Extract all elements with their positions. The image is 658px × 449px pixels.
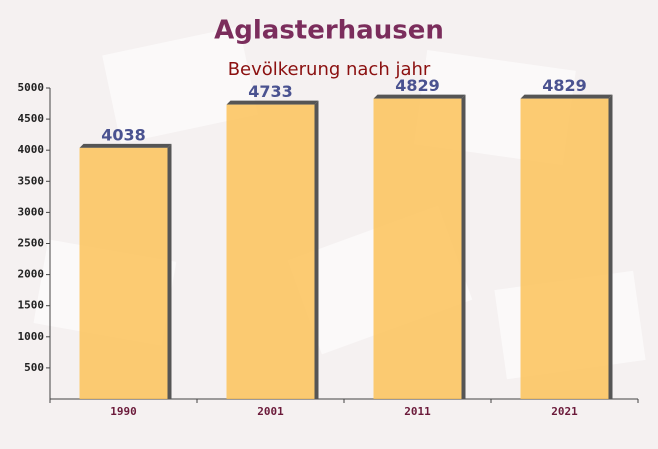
bar-shadow: [167, 143, 172, 399]
y-tick-label: 3500: [18, 174, 45, 187]
y-tick-label: 1500: [18, 299, 45, 312]
y-tick-label: 3000: [18, 205, 45, 218]
value-label: 4038: [101, 125, 146, 144]
x-tick-label: 2011: [404, 405, 431, 418]
bar: [226, 104, 315, 400]
bar-shadow: [608, 94, 613, 399]
x-tick-label: 2001: [257, 405, 284, 418]
value-label: 4733: [248, 82, 293, 101]
bar-shadow: [79, 143, 172, 148]
bar-shadow: [461, 94, 466, 399]
y-tick-label: 5000: [18, 81, 45, 94]
bar-shadow: [373, 94, 466, 99]
chart-subtitle: Bevölkerung nach jahr: [228, 59, 431, 80]
bar-shadow: [520, 94, 613, 99]
y-tick-label: 4500: [18, 112, 45, 125]
chart-title: Aglasterhausen: [214, 16, 444, 46]
x-tick-label: 2021: [551, 405, 578, 418]
x-tick-label: 1990: [110, 405, 137, 418]
y-tick-label: 4000: [18, 143, 45, 156]
y-tick-label: 2500: [18, 237, 45, 250]
bar: [79, 147, 168, 399]
y-tick-label: 2000: [18, 268, 45, 281]
bar-shadow: [314, 100, 319, 400]
y-tick-label: 500: [24, 361, 44, 374]
y-tick-label: 1000: [18, 330, 45, 343]
value-label: 4829: [542, 76, 587, 95]
bar: [520, 98, 609, 399]
value-label: 4829: [395, 76, 440, 95]
bar: [373, 98, 462, 399]
bar-shadow: [226, 100, 319, 105]
